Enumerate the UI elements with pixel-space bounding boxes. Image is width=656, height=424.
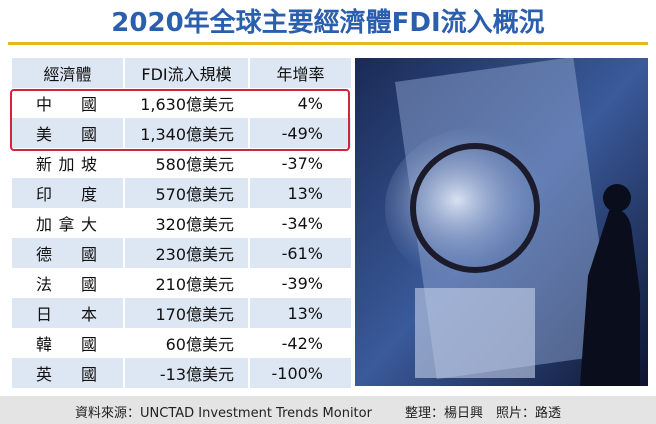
photo: [355, 58, 648, 386]
table-cell: 德國: [10, 238, 124, 268]
table-cell: 570億美元: [123, 178, 249, 208]
table-cell: 印度: [10, 178, 124, 208]
credits: 整理：楊日興 照片：路透: [405, 406, 562, 421]
table-cell: 13%: [248, 178, 351, 208]
table-body: 中國 1,630億美元 4% 美國 1,340億美元 -49% 新加坡 580億美元 -37% 印…: [10, 88, 351, 388]
footer: 資料來源：UNCTAD Investment Trends Monitor 整理…: [0, 396, 656, 424]
table-cell: -61%: [248, 238, 351, 268]
table-cell: 4%: [248, 88, 351, 118]
column-header: 經濟體: [10, 58, 124, 88]
table-cell: -37%: [248, 148, 351, 178]
table-row: 美國 1,340億美元 -49%: [10, 118, 351, 148]
column-header: 年增率: [248, 58, 351, 88]
table-cell: 加拿大: [10, 208, 124, 238]
table-cell: 210億美元: [123, 268, 249, 298]
source: 資料來源：UNCTAD Investment Trends Monitor: [75, 406, 372, 421]
table-cell: 230億美元: [123, 238, 249, 268]
table-cell: 中國: [10, 88, 124, 118]
table-cell: 日本: [10, 298, 124, 328]
table-cell: -49%: [248, 118, 351, 148]
table-cell: 60億美元: [123, 328, 249, 358]
table-row: 韓國 60億美元 -42%: [10, 328, 351, 358]
table-cell: -39%: [248, 268, 351, 298]
table-row: 日本 170億美元 13%: [10, 298, 351, 328]
title-rule: [8, 42, 648, 45]
table-cell: 580億美元: [123, 148, 249, 178]
table-cell: -13億美元: [123, 358, 249, 388]
table-cell: -42%: [248, 328, 351, 358]
table-row: 德國 230億美元 -61%: [10, 238, 351, 268]
table-cell: 新加坡: [10, 148, 124, 178]
column-header: FDI流入規模: [123, 58, 249, 88]
table-row: 新加坡 580億美元 -37%: [10, 148, 351, 178]
table-cell: 1,630億美元: [123, 88, 249, 118]
table-row: 加拿大 320億美元 -34%: [10, 208, 351, 238]
table-row: 法國 210億美元 -39%: [10, 268, 351, 298]
table-row: 英國 -13億美元 -100%: [10, 358, 351, 388]
table-cell: 13%: [248, 298, 351, 328]
table-cell: 韓國: [10, 328, 124, 358]
table-cell: 美國: [10, 118, 124, 148]
table-cell: 320億美元: [123, 208, 249, 238]
table-cell: 法國: [10, 268, 124, 298]
table-row: 印度 570億美元 13%: [10, 178, 351, 208]
table-cell: 170億美元: [123, 298, 249, 328]
table-row: 中國 1,630億美元 4%: [10, 88, 351, 118]
highlight-box: [10, 89, 350, 151]
table-cell: 英國: [10, 358, 124, 388]
header-row: 經濟體 FDI流入規模 年增率: [10, 58, 351, 88]
table-cell: -34%: [248, 208, 351, 238]
table-cell: 1,340億美元: [123, 118, 249, 148]
table-cell: -100%: [248, 358, 351, 388]
title: 2020年全球主要經濟體FDI流入概況: [111, 8, 545, 38]
table: 經濟體 FDI流入規模 年增率 中國 1,630億美元 4% 美國 1,340億美元 -49%…: [10, 58, 351, 388]
